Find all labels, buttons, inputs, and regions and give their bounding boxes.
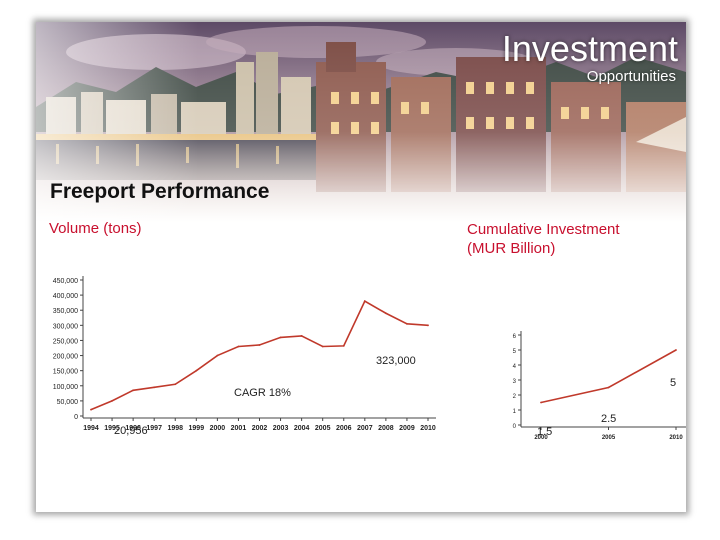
data-annotation: 1.5	[537, 426, 552, 438]
section-title: Freeport Performance	[50, 180, 270, 203]
x-tick-label: 2003	[273, 425, 289, 432]
data-point	[174, 383, 177, 386]
investment-chart-label-line2: (MUR Billion)	[467, 240, 556, 257]
harbor-city-banner-image	[36, 22, 686, 222]
data-annotation: 323,000	[376, 355, 416, 367]
data-point	[216, 354, 219, 357]
data-point	[279, 336, 282, 339]
y-tick-label: 50,000	[57, 399, 79, 406]
data-point	[237, 345, 240, 348]
data-point	[675, 349, 677, 351]
volume-line-chart: 0 50,000 100,000 150,000 200,000 250,000 300,0…	[53, 276, 436, 437]
data-annotation: CAGR 18%	[234, 387, 291, 399]
x-tick-label: 1998	[167, 425, 183, 432]
data-annotation: 2.5	[601, 413, 616, 425]
data-point	[406, 322, 408, 325]
data-point	[321, 345, 324, 348]
x-tick-label: 1995	[104, 425, 120, 432]
y-tick-label: 3	[513, 379, 517, 385]
data-point	[540, 401, 542, 404]
data-point	[300, 335, 303, 337]
x-tick-label: 2000	[210, 425, 226, 432]
x-tick-label: 2001	[231, 425, 247, 432]
x-tick-label: 2000	[534, 435, 548, 441]
data-point	[258, 344, 261, 346]
x-tick-label: 2005	[602, 435, 616, 441]
y-tick-label: 350,000	[53, 308, 78, 315]
y-tick-label: 250,000	[53, 338, 78, 345]
x-tick-label: 2006	[336, 425, 352, 432]
x-tick-label: 2009	[399, 425, 415, 432]
x-tick-label: 2007	[357, 425, 373, 432]
page-title: Investment	[501, 28, 678, 69]
y-tick-label: 450,000	[53, 278, 78, 285]
data-point	[342, 344, 345, 347]
y-tick-label: 1	[513, 409, 517, 415]
series-line	[540, 349, 677, 404]
data-point	[384, 312, 387, 315]
data-point	[132, 389, 135, 392]
y-tick-label: 300,000	[53, 323, 78, 330]
data-annotation: 20,956	[114, 425, 148, 437]
data-point	[363, 300, 366, 303]
y-tick-label: 5	[513, 349, 517, 355]
data-point	[90, 408, 92, 411]
x-tick-label: 1997	[146, 425, 162, 432]
page-subtitle: Opportunities	[586, 68, 676, 85]
y-tick-label: 0	[74, 414, 78, 421]
data-point	[153, 386, 156, 389]
data-point	[195, 369, 198, 372]
data-annotation: 5	[670, 377, 676, 389]
y-tick-label: 0	[513, 424, 517, 430]
x-tick-label: 1996	[125, 425, 141, 432]
y-tick-label: 150,000	[53, 369, 78, 376]
data-point	[111, 399, 113, 402]
investment-chart-label: Cumulative Investment (MUR Billion)	[467, 220, 620, 258]
investment-line-chart: 0 1 2 3 4 5 6 2000 2005 2010 1.5 2.5 5	[513, 331, 686, 441]
x-tick-label: 2002	[252, 425, 268, 432]
x-tick-label: 1999	[189, 425, 205, 432]
volume-chart-label: Volume (tons)	[49, 220, 142, 237]
x-tick-label: 2010	[669, 435, 683, 441]
data-point	[607, 386, 610, 389]
y-tick-label: 400,000	[53, 293, 78, 300]
x-tick-label: 2004	[294, 425, 310, 432]
x-tick-label: 2008	[378, 425, 394, 432]
x-tick-label: 2005	[315, 425, 331, 432]
slide: Investment Opportunities Freeport Perfor…	[36, 22, 686, 512]
y-tick-label: 2	[513, 394, 517, 400]
investment-chart-label-line1: Cumulative Investment	[467, 221, 620, 238]
x-tick-label: 2010	[420, 425, 436, 432]
y-tick-label: 200,000	[53, 354, 78, 361]
y-tick-label: 100,000	[53, 384, 78, 391]
y-tick-label: 4	[513, 364, 517, 370]
x-tick-label: 1994	[83, 425, 99, 432]
data-point	[427, 324, 429, 327]
y-tick-label: 6	[513, 334, 517, 340]
